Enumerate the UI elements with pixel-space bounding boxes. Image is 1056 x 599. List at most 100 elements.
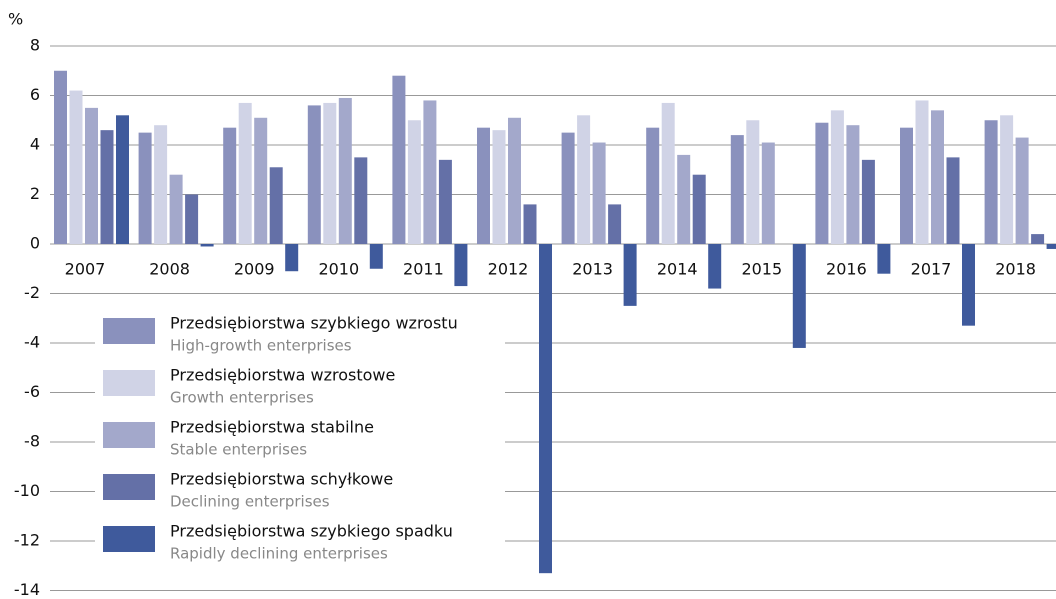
bar bbox=[877, 244, 891, 274]
x-tick-label: 2013 bbox=[572, 260, 613, 279]
legend-swatch bbox=[103, 422, 155, 448]
bar bbox=[931, 110, 944, 244]
bar bbox=[200, 244, 214, 247]
bar bbox=[915, 100, 929, 244]
y-tick-label: 0 bbox=[30, 234, 40, 253]
bar bbox=[492, 130, 506, 244]
bar bbox=[623, 244, 637, 306]
bar bbox=[539, 244, 552, 574]
legend-sublabel: Stable enterprises bbox=[170, 441, 307, 459]
bar bbox=[608, 204, 622, 244]
bar bbox=[677, 154, 691, 244]
bar bbox=[1015, 137, 1029, 244]
y-axis-label: % bbox=[8, 10, 23, 29]
y-tick-label: -6 bbox=[24, 382, 40, 401]
bar bbox=[508, 117, 521, 244]
bar bbox=[254, 117, 268, 244]
x-tick-label: 2008 bbox=[149, 260, 190, 279]
x-tick-label: 2012 bbox=[488, 260, 529, 279]
bar bbox=[1000, 115, 1014, 244]
bar bbox=[323, 102, 337, 244]
x-tick-label: 2007 bbox=[65, 260, 106, 279]
y-tick-label: -2 bbox=[24, 283, 40, 302]
x-tick-label: 2014 bbox=[657, 260, 698, 279]
legend-swatch bbox=[103, 370, 155, 396]
x-tick-label: 2016 bbox=[826, 260, 867, 279]
bar bbox=[169, 174, 183, 244]
bar bbox=[692, 174, 706, 244]
bar bbox=[269, 167, 283, 244]
bar bbox=[369, 244, 383, 269]
legend-label: Przedsiębiorstwa schyłkowe bbox=[170, 470, 393, 489]
bar bbox=[85, 107, 98, 244]
bar bbox=[477, 127, 490, 244]
bar bbox=[661, 102, 675, 244]
x-tick-label: 2017 bbox=[911, 260, 952, 279]
legend-label: Przedsiębiorstwa stabilne bbox=[170, 418, 374, 437]
bar bbox=[238, 102, 252, 244]
bar bbox=[307, 105, 321, 245]
bar bbox=[815, 122, 829, 244]
bar bbox=[984, 120, 998, 244]
legend-label: Przedsiębiorstwa szybkiego wzrostu bbox=[170, 314, 458, 333]
bar bbox=[962, 244, 975, 326]
bar bbox=[523, 204, 537, 244]
bar bbox=[730, 135, 744, 244]
bar bbox=[138, 132, 152, 244]
bar bbox=[830, 110, 844, 244]
x-tick-label: 2015 bbox=[741, 260, 782, 279]
bar bbox=[407, 120, 421, 244]
x-tick-label: 2010 bbox=[318, 260, 359, 279]
legend-sublabel: Declining enterprises bbox=[170, 493, 330, 511]
legend-swatch bbox=[103, 474, 155, 500]
bar bbox=[846, 125, 860, 244]
bar bbox=[285, 244, 299, 272]
bar bbox=[592, 142, 606, 244]
bar bbox=[861, 159, 875, 244]
bar bbox=[354, 157, 368, 244]
legend-swatch bbox=[103, 318, 155, 344]
bar bbox=[116, 115, 129, 244]
bar bbox=[1031, 234, 1045, 244]
bar bbox=[154, 125, 168, 244]
bar bbox=[423, 100, 437, 244]
bar bbox=[69, 90, 83, 244]
bar bbox=[792, 244, 806, 348]
legend-label: Przedsiębiorstwa szybkiego spadku bbox=[170, 522, 453, 541]
bar bbox=[54, 70, 67, 244]
y-tick-label: -14 bbox=[14, 580, 40, 599]
bar bbox=[708, 244, 722, 289]
legend-sublabel: Growth enterprises bbox=[170, 389, 314, 407]
legend-swatch bbox=[103, 526, 155, 552]
y-tick-label: 4 bbox=[30, 135, 40, 154]
bar bbox=[338, 97, 352, 244]
legend-box bbox=[95, 298, 505, 580]
y-tick-label: 2 bbox=[30, 184, 40, 203]
bar bbox=[185, 194, 199, 244]
y-tick-label: -10 bbox=[14, 481, 40, 500]
legend-label: Przedsiębiorstwa wzrostowe bbox=[170, 366, 395, 385]
bar bbox=[100, 130, 114, 244]
bar bbox=[761, 142, 775, 244]
bar bbox=[646, 127, 660, 244]
x-tick-label: 2011 bbox=[403, 260, 444, 279]
bar bbox=[900, 127, 913, 244]
y-tick-label: -8 bbox=[24, 432, 40, 451]
bar bbox=[561, 132, 575, 244]
bar bbox=[392, 75, 406, 244]
legend-sublabel: Rapidly declining enterprises bbox=[170, 545, 388, 563]
y-tick-label: -4 bbox=[24, 333, 40, 352]
y-tick-label: 8 bbox=[30, 36, 40, 55]
bar bbox=[577, 115, 591, 244]
x-tick-label: 2009 bbox=[234, 260, 275, 279]
bar bbox=[746, 120, 760, 244]
bar bbox=[1046, 244, 1056, 249]
bar bbox=[223, 127, 237, 244]
bar bbox=[454, 244, 468, 287]
y-tick-label: -12 bbox=[14, 531, 40, 550]
bar bbox=[438, 159, 452, 244]
y-tick-label: 6 bbox=[30, 85, 40, 104]
x-tick-label: 2018 bbox=[995, 260, 1036, 279]
legend-sublabel: High-growth enterprises bbox=[170, 337, 352, 355]
